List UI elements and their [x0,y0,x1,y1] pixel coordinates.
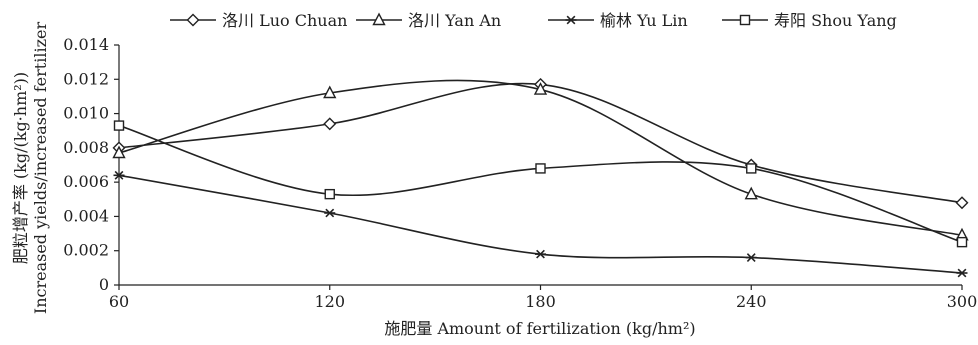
legend-label: 寿阳 Shou Yang [774,11,897,30]
x-tick-label: 180 [525,292,556,311]
legend-marker-diamond [186,13,200,27]
data-point-asterisk [535,249,546,259]
legend-marker-triangle [372,12,386,26]
data-point-square [113,120,125,131]
data-point-asterisk [113,170,125,180]
legend-label: 榆林 Yu Lin [600,11,688,30]
series-markers [112,77,969,278]
data-point-triangle [112,145,126,159]
data-point-asterisk [324,208,336,218]
data-point-asterisk [745,253,757,262]
series-line-triangle [118,79,963,237]
data-point-diamond [323,117,337,131]
y-ticks: 0 0.002 0.004 0.006 0.008 0.010 0.012 0.014 [63,35,119,294]
legend-marker-asterisk [565,15,577,25]
data-point-square [746,163,757,174]
y-axis-title-en: Increased yields/increased fertilizer [31,22,50,315]
data-point-diamond [955,196,969,210]
y-tick-label: 0.010 [63,104,109,123]
y-tick-label: 0.006 [63,172,109,191]
data-point-square [324,188,335,200]
data-point-triangle [323,85,337,99]
x-tick-label: 300 [947,292,978,311]
y-tick-label: 0.014 [63,35,109,54]
legend-label: 洛川 Luo Chuan [222,11,347,30]
data-point-triangle [744,186,758,200]
data-point-square [956,236,968,248]
y-tick-label: 0.002 [63,241,109,260]
y-tick-label: 0.012 [63,69,109,88]
series-lines [118,79,963,274]
y-tick-label: 0.004 [63,206,109,225]
legend-label: 洛川 Yan An [408,11,501,30]
y-tick-label: 0.008 [63,138,109,157]
data-point-square [535,163,546,174]
y-axis-title-cn: 肥粒增产率 (kg/(kg·hm²)) [11,72,30,264]
y-tick-label: 0 [99,275,109,294]
axes: 0 0.002 0.004 0.006 0.008 0.010 0.012 0.014 60 1… [63,35,977,311]
x-ticks: 60 120 180 240 300 [109,285,977,311]
legend-marker-square [739,14,751,26]
legend: 洛川 Luo Chuan 洛川 Yan An 榆林 Yu Lin 寿阳 Shou Ya… [170,11,897,30]
x-tick-label: 60 [109,292,129,311]
data-point-triangle [533,82,548,95]
series-line-asterisk [118,174,963,274]
data-point-asterisk [956,268,968,278]
x-tick-label: 120 [314,292,345,311]
series-line-diamond [118,82,963,204]
x-axis-title: 施肥量 Amount of fertilization (kg/hm²) [384,319,695,338]
x-tick-label: 240 [736,292,767,311]
